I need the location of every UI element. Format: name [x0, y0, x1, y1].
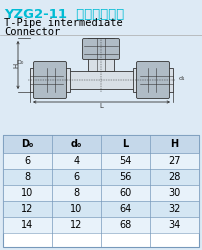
Text: 12: 12: [70, 220, 83, 230]
Bar: [30, 68, 70, 92]
Text: 4: 4: [74, 156, 80, 166]
Bar: [3, 201, 199, 217]
Text: 14: 14: [21, 220, 34, 230]
FancyBboxPatch shape: [34, 62, 66, 98]
Text: 6: 6: [24, 156, 31, 166]
Bar: [63, 71, 140, 89]
Text: d₀: d₀: [71, 139, 82, 149]
Bar: [3, 169, 199, 185]
Text: 34: 34: [168, 220, 181, 230]
Text: L: L: [99, 103, 103, 109]
Text: H: H: [13, 62, 19, 68]
Text: H: H: [170, 139, 179, 149]
Text: 30: 30: [168, 188, 181, 198]
Bar: [3, 135, 199, 153]
FancyBboxPatch shape: [82, 38, 120, 60]
Text: 8: 8: [74, 188, 80, 198]
Text: Connector: Connector: [4, 27, 60, 37]
Bar: [3, 185, 199, 201]
Text: 8: 8: [24, 172, 31, 182]
FancyBboxPatch shape: [137, 62, 169, 98]
Text: 64: 64: [119, 204, 132, 214]
Bar: [3, 217, 199, 233]
Text: 60: 60: [119, 188, 132, 198]
Text: 54: 54: [119, 156, 132, 166]
Text: YZG2-11  三通中間接頭: YZG2-11 三通中間接頭: [4, 8, 124, 21]
Text: d₁: d₁: [179, 76, 185, 80]
Text: T-Pipe intermediate: T-Pipe intermediate: [4, 18, 123, 28]
Text: 56: 56: [119, 172, 132, 182]
Text: 27: 27: [168, 156, 181, 166]
Bar: [3, 153, 199, 169]
Text: 6: 6: [74, 172, 80, 182]
Text: 32: 32: [168, 204, 181, 214]
Bar: [88, 38, 114, 71]
Text: 12: 12: [21, 204, 34, 214]
Text: L: L: [122, 139, 129, 149]
Text: 28: 28: [168, 172, 181, 182]
Text: 10: 10: [70, 204, 83, 214]
Text: D₀: D₀: [21, 139, 34, 149]
Bar: [3, 135, 199, 247]
Bar: [133, 68, 173, 92]
Text: D₀: D₀: [17, 60, 24, 64]
Text: 10: 10: [21, 188, 34, 198]
Text: 68: 68: [119, 220, 132, 230]
